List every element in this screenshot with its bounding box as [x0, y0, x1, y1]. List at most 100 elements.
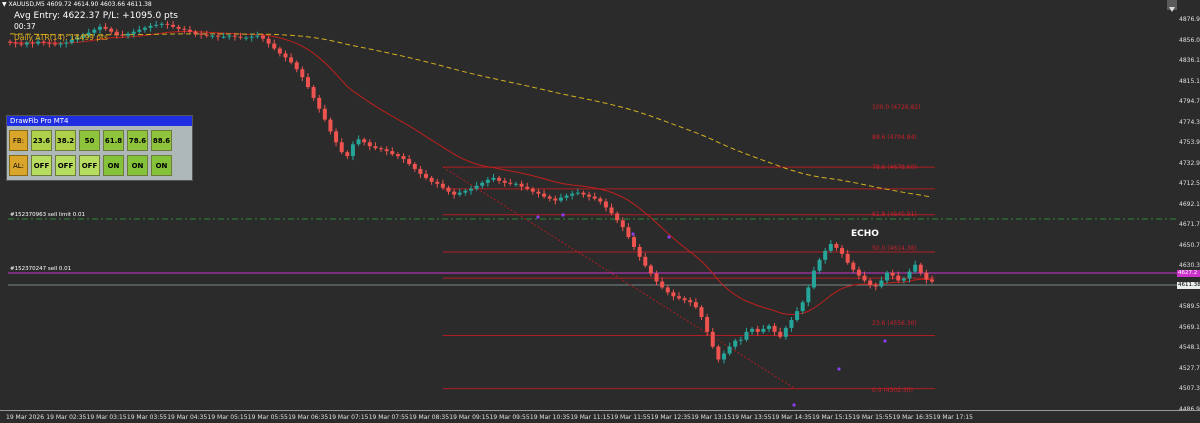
- time-axis[interactable]: 19 Mar 2026 19 Mar 02:35 19 Mar 03:15 19 Ma…: [0, 410, 1200, 423]
- time-tick-label: 19 Mar 07:15: [328, 414, 369, 421]
- candle-body: [446, 187, 451, 192]
- candle-body: [817, 259, 822, 271]
- time-tick-label: 19 Mar 03:55: [126, 414, 167, 421]
- time-tick-label: 19 Mar 15:15: [812, 414, 853, 421]
- candle-body: [755, 328, 760, 332]
- triangle-icon: [1169, 7, 1175, 12]
- symbol-ohlc-text: XAUUSD,M5 4609.72 4614.90 4603.66 4611.3…: [8, 1, 152, 8]
- candle-body: [362, 139, 367, 143]
- candle-body: [165, 23, 170, 25]
- price-tick-label: 4671.7: [1179, 221, 1200, 228]
- time-tick-label: 19 Mar 02:35: [46, 414, 87, 421]
- candle-body: [126, 33, 131, 36]
- chart-scroll-arrow-icon[interactable]: [1167, 0, 1177, 12]
- fb-label: FB:: [9, 130, 28, 151]
- time-tick-label: 19 Mar 09:55: [489, 414, 530, 421]
- candle-body: [13, 42, 18, 44]
- candle-body: [131, 31, 136, 34]
- candle-body: [435, 181, 440, 184]
- candle-body: [182, 28, 187, 30]
- time-tick-label: 19 Mar 16:35: [892, 414, 933, 421]
- chart-canvas[interactable]: ▼ XAUUSD,M5 4609.72 4614.90 4603.66 4611…: [0, 0, 1177, 410]
- candle-body: [328, 119, 333, 132]
- price-tick-label: 4753.9: [1179, 139, 1200, 146]
- candle-body: [789, 319, 794, 328]
- time-tick-label: 19 Mar 05:15: [207, 414, 248, 421]
- al-button-886[interactable]: ON: [151, 155, 172, 176]
- fractal-marker: [536, 215, 540, 219]
- candle-body: [199, 33, 204, 35]
- time-tick-label: 19 Mar 2026: [6, 414, 45, 421]
- candle-body: [879, 280, 884, 287]
- fib-label-618: 61.8 (4640.91): [872, 211, 917, 218]
- candle-body: [885, 272, 890, 281]
- candle-body: [120, 34, 125, 36]
- candle-body: [682, 298, 687, 301]
- candle-body: [474, 185, 479, 189]
- al-button-618[interactable]: ON: [103, 155, 124, 176]
- candle-body: [356, 139, 361, 145]
- fb-row: FB: 23.6 38.2 50 61.8 78.6 88.6: [9, 130, 172, 151]
- candle-body: [334, 131, 339, 143]
- candle-body: [570, 193, 575, 196]
- candlestick-chart[interactable]: [0, 0, 1177, 410]
- candle-body: [390, 151, 395, 155]
- fb-button-786[interactable]: 78.6: [127, 130, 148, 151]
- fb-button-236[interactable]: 23.6: [31, 130, 52, 151]
- candle-body: [901, 278, 906, 281]
- fb-button-886[interactable]: 88.6: [151, 130, 172, 151]
- candle-body: [643, 256, 648, 266]
- al-button-786[interactable]: ON: [127, 155, 148, 176]
- countdown-timer: 00:37: [14, 22, 36, 31]
- candle-body: [154, 24, 159, 26]
- candle-body: [806, 287, 811, 303]
- candle-body: [289, 57, 294, 63]
- candle-body: [851, 262, 856, 270]
- candle-body: [536, 191, 541, 194]
- price-axis[interactable]: 4876.9 4856.0 4836.1 4815.1 4794.7 4774.3 4753…: [1177, 0, 1200, 413]
- price-tick-label: 4794.7: [1179, 98, 1200, 105]
- candle-body: [615, 213, 620, 221]
- candle-body: [840, 247, 845, 254]
- candle-body: [238, 36, 243, 38]
- symbol-ohlc-line: ▼ XAUUSD,M5 4609.72 4614.90 4603.66 4611…: [2, 1, 152, 8]
- fib-label-50: 50.0 (4614.38): [872, 245, 917, 252]
- candle-body: [187, 29, 192, 32]
- candle-body: [609, 207, 614, 214]
- candle-body: [418, 168, 423, 174]
- candle-body: [350, 144, 355, 157]
- candle-body: [665, 287, 670, 293]
- fb-button-50[interactable]: 50: [79, 130, 100, 151]
- fb-button-382[interactable]: 38.2: [55, 130, 76, 151]
- sell-order-label[interactable]: #152370247 sell 0.01: [10, 266, 72, 272]
- candle-body: [36, 41, 41, 44]
- candle-body: [716, 346, 721, 360]
- fb-button-618[interactable]: 61.8: [103, 130, 124, 151]
- candle-body: [227, 35, 232, 37]
- pending-order-price-label: 4627.2: [1177, 270, 1200, 277]
- price-tick-label: 4856.0: [1179, 36, 1200, 44]
- fib-anchor-line: [442, 166, 796, 390]
- price-tick-label: 4692.1: [1179, 200, 1200, 208]
- price-tick-label: 4815.1: [1179, 77, 1200, 85]
- al-button-382[interactable]: OFF: [55, 155, 76, 176]
- al-button-236[interactable]: OFF: [31, 155, 52, 176]
- al-button-50[interactable]: OFF: [79, 155, 100, 176]
- candle-body: [317, 97, 322, 109]
- candle-body: [244, 37, 249, 39]
- candle-body: [142, 27, 147, 30]
- fib-label-0: 0.0 (4502.50): [872, 387, 913, 394]
- sell-limit-order-label[interactable]: #152370963 sell limit 0.01: [10, 212, 85, 218]
- candle-body: [260, 35, 265, 39]
- price-tick-label: 4507.3: [1179, 385, 1200, 392]
- time-tick-label: 19 Mar 13:15: [691, 414, 732, 421]
- candle-body: [137, 29, 142, 32]
- candle-body: [457, 192, 462, 195]
- time-tick-label: 19 Mar 11:55: [610, 414, 651, 421]
- candle-body: [255, 35, 260, 37]
- candle-body: [699, 307, 704, 318]
- fractal-marker: [561, 213, 565, 217]
- bid-price-label: 4611.38: [1177, 282, 1200, 289]
- candle-body: [485, 179, 490, 183]
- candle-body: [924, 272, 929, 280]
